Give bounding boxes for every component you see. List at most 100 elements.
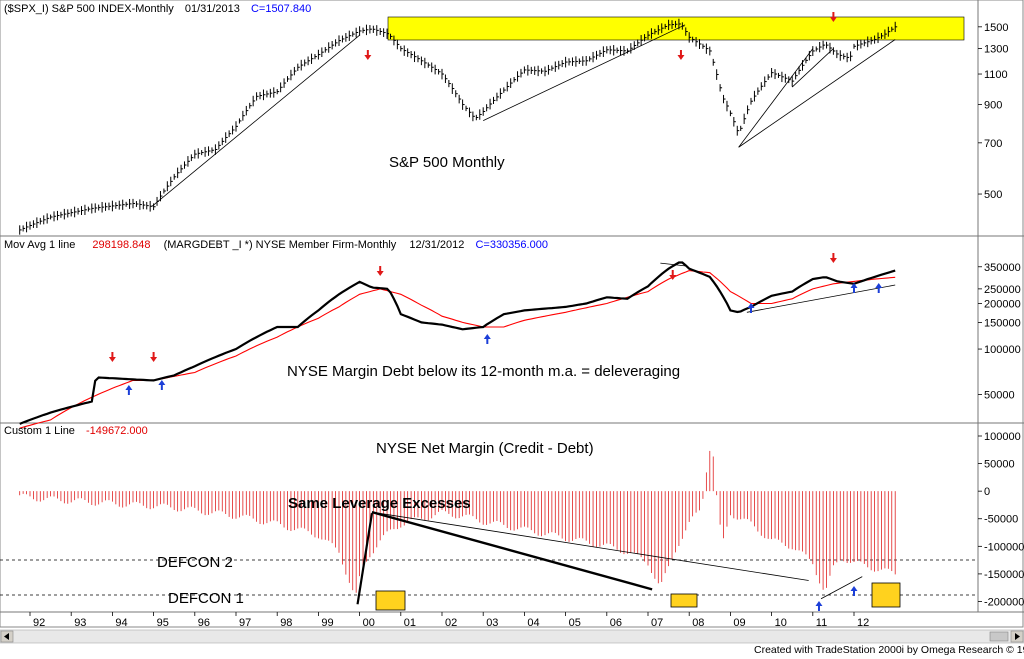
up-arrow-icon (815, 601, 823, 606)
trendline (371, 511, 809, 581)
net-margin-arrows (815, 586, 858, 611)
footer-credit: Created with TradeStation 2000i by Omega… (754, 644, 1024, 656)
scrollbar-thumb[interactable] (989, 631, 1009, 642)
spx-trendlines (151, 24, 896, 208)
y-tick-label: 150000 (984, 317, 1021, 329)
x-tick-label: 99 (321, 617, 333, 629)
up-arrow-icon (850, 586, 858, 591)
excess-box-2007 (670, 593, 698, 608)
trendline (356, 513, 374, 605)
mid-header-ma-label: Mov Avg 1 line (4, 239, 75, 251)
x-tick-label: 98 (280, 617, 292, 629)
trendline (738, 48, 814, 148)
trendline (820, 576, 863, 600)
down-arrow-icon (150, 357, 158, 362)
x-tick-label: 12 (857, 617, 869, 629)
x-tick-label: 96 (198, 617, 210, 629)
y-tick-label: 50000 (984, 390, 1015, 402)
svg-text:Custom 1 Line -149672.00: Custom 1 Line -149672.000 (4, 425, 148, 437)
up-arrow-icon (483, 334, 491, 339)
trendline (151, 34, 360, 208)
trendline (746, 284, 896, 313)
mid-header-date: 12/31/2012 (409, 239, 464, 251)
x-tick-label: 02 (445, 617, 457, 629)
spx-price-bars (19, 18, 898, 235)
bottom-header-value: -149672.000 (86, 425, 148, 437)
down-arrow-icon (376, 271, 384, 276)
excess-box-2000 (375, 590, 406, 611)
down-arrow-icon (108, 357, 116, 362)
scrollbar[interactable] (0, 629, 1024, 644)
highlight-zone (387, 16, 965, 41)
trendline (738, 39, 896, 148)
up-arrow-icon (875, 283, 883, 288)
chart-frame (0, 0, 1024, 628)
x-tick-label: 08 (692, 617, 704, 629)
up-arrow-icon (747, 303, 755, 308)
spx-arrows (364, 12, 837, 60)
mid-header-symbol: (MARGDEBT _I *) NYSE Member Firm-Monthly (164, 239, 397, 251)
y-tick-label: -200000 (984, 596, 1024, 608)
scrollbar-track[interactable] (0, 629, 1024, 644)
panel-top: ($SPX_I) S&P 500 INDEX-Monthly 01/31/201… (4, 3, 1008, 235)
trendline (483, 24, 686, 121)
defcon1-label: DEFCON 1 (168, 590, 244, 607)
up-arrow-icon (125, 385, 133, 390)
x-tick-label: 07 (651, 617, 663, 629)
bottom-header-label: Custom 1 Line (4, 425, 75, 437)
top-panel-title: S&P 500 Monthly (389, 154, 505, 171)
y-tick-label: 250000 (984, 284, 1021, 296)
margin-arrows (108, 253, 883, 395)
y-tick-label: 500 (984, 189, 1002, 201)
down-arrow-icon (669, 275, 677, 280)
trendline (371, 510, 653, 591)
x-tick-label: 00 (363, 617, 375, 629)
arrow-left-icon (4, 633, 9, 640)
y-tick-label: -100000 (984, 541, 1024, 553)
spx-y-ticks: 1500 1300 1100 900 700 500 (978, 22, 1008, 201)
margin-trendlines (660, 262, 896, 313)
x-tick-label: 01 (404, 617, 416, 629)
down-arrow-icon (364, 55, 372, 60)
panel-bottom: Custom 1 Line -149672.000 NYSE Net Margi… (0, 425, 1024, 611)
y-tick-label: 700 (984, 138, 1002, 150)
net-margin-y-ticks: 100000 50000 0 -50000 -100000 -150000 -200000 (978, 431, 1024, 608)
x-axis: 92 93 94 95 96 97 98 99 00 01 02 03 04 05 06 07 08 09 10 11… (29, 612, 869, 629)
down-arrow-icon (829, 258, 837, 263)
down-arrow-icon (677, 55, 685, 60)
mid-header-close: C=330356.000 (475, 239, 547, 251)
mid-panel-title: NYSE Margin Debt below its 12-month m.a.… (287, 363, 680, 380)
top-header-close: C=1507.840 (251, 3, 311, 15)
y-tick-label: 1300 (984, 44, 1008, 56)
x-tick-label: 05 (569, 617, 581, 629)
x-tick-label: 04 (527, 617, 539, 629)
y-tick-label: 0 (984, 486, 990, 498)
margin-y-ticks: 350000 250000 200000 150000 100000 50000 (978, 262, 1021, 402)
y-tick-label: 100000 (984, 344, 1021, 356)
x-tick-label: 95 (157, 617, 169, 629)
y-tick-label: 1500 (984, 22, 1008, 34)
x-tick-label: 97 (239, 617, 251, 629)
y-tick-label: -150000 (984, 569, 1024, 581)
net-margin-bars (19, 450, 896, 593)
top-header-date: 01/31/2013 (185, 3, 240, 15)
y-tick-label: 1100 (984, 69, 1008, 81)
mid-header-ma-value: 298198.848 (92, 239, 150, 251)
y-tick-label: 350000 (984, 262, 1021, 274)
x-tick-label: 92 (33, 617, 45, 629)
y-tick-label: 200000 (984, 299, 1021, 311)
x-tick-label: 10 (775, 617, 787, 629)
y-tick-label: 100000 (984, 431, 1021, 443)
x-tick-label: 09 (733, 617, 745, 629)
trendline (660, 262, 686, 267)
defcon2-label: DEFCON 2 (157, 554, 233, 571)
x-tick-label: 94 (115, 617, 127, 629)
y-tick-label: 900 (984, 100, 1002, 112)
x-tick-label: 03 (486, 617, 498, 629)
panel-mid: Mov Avg 1 line 298198.848 (MARGDEBT _I *… (4, 239, 1021, 429)
bottom-annotation-excesses: Same Leverage Excesses (288, 495, 471, 512)
x-tick-label: 93 (74, 617, 86, 629)
x-tick-label: 06 (610, 617, 622, 629)
y-tick-label: 50000 (984, 459, 1015, 471)
